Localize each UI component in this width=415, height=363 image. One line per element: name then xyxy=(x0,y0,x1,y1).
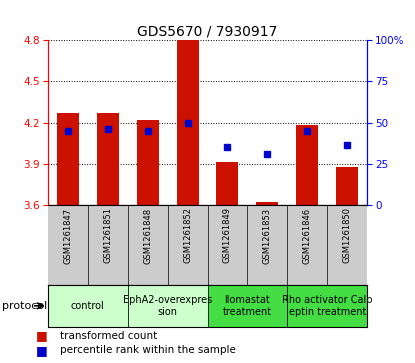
Bar xyxy=(336,167,358,205)
Bar xyxy=(57,113,79,205)
Text: GSM1261852: GSM1261852 xyxy=(183,208,192,264)
Bar xyxy=(137,120,159,205)
Bar xyxy=(296,125,318,205)
Text: GSM1261851: GSM1261851 xyxy=(103,208,112,264)
Bar xyxy=(48,285,128,327)
Text: Rho activator Calp
eptin treatment: Rho activator Calp eptin treatment xyxy=(282,295,373,317)
Text: ■: ■ xyxy=(36,329,47,342)
Text: GSM1261847: GSM1261847 xyxy=(63,208,72,264)
Text: GSM1261850: GSM1261850 xyxy=(343,208,352,264)
Text: GSM1261848: GSM1261848 xyxy=(143,208,152,264)
Bar xyxy=(128,285,208,327)
Bar xyxy=(97,113,119,205)
Bar xyxy=(217,162,239,205)
Bar xyxy=(256,202,278,205)
Title: GDS5670 / 7930917: GDS5670 / 7930917 xyxy=(137,25,278,39)
Text: GSM1261849: GSM1261849 xyxy=(223,208,232,264)
Text: EphA2-overexpres
sion: EphA2-overexpres sion xyxy=(123,295,212,317)
Text: protocol: protocol xyxy=(2,301,47,311)
Text: percentile rank within the sample: percentile rank within the sample xyxy=(60,345,236,355)
Bar xyxy=(176,40,198,205)
Bar xyxy=(208,285,287,327)
Text: GSM1261853: GSM1261853 xyxy=(263,208,272,264)
Text: llomastat
treatment: llomastat treatment xyxy=(223,295,272,317)
Text: control: control xyxy=(71,301,105,311)
Text: transformed count: transformed count xyxy=(60,331,157,341)
Text: ■: ■ xyxy=(36,344,47,357)
Text: GSM1261846: GSM1261846 xyxy=(303,208,312,264)
Bar xyxy=(287,285,367,327)
